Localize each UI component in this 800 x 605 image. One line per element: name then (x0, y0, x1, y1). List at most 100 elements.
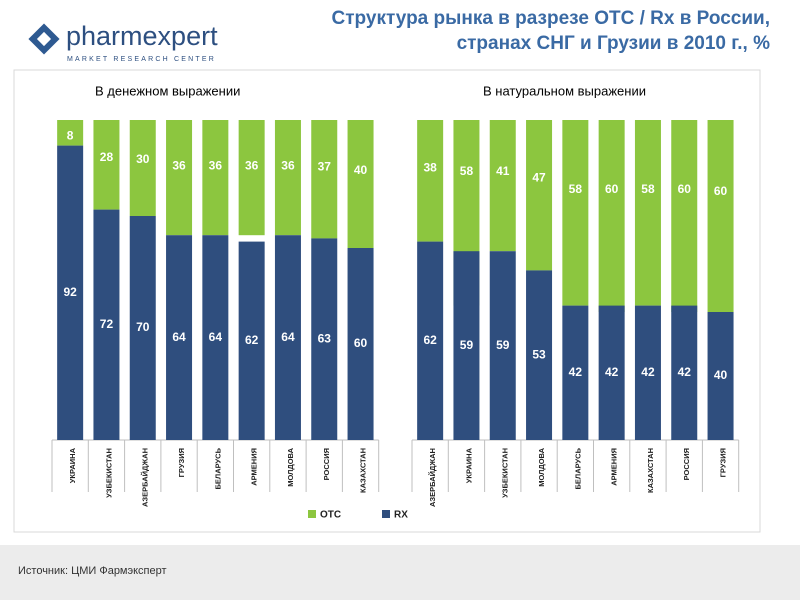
bar-rx (347, 248, 374, 440)
bar-otc (202, 120, 229, 236)
x-tick-label: АРМЕНИЯ (250, 448, 259, 486)
x-tick-label: АЗЕРБАЙДЖАН (141, 448, 150, 507)
data-label: 30 (136, 152, 150, 166)
bar-otc (562, 120, 589, 306)
bar-rx (707, 312, 734, 440)
bar-otc (238, 120, 265, 236)
data-label: 47 (532, 170, 546, 184)
data-label: 63 (318, 331, 332, 345)
bar-rx (671, 305, 698, 440)
chart-frame (13, 69, 761, 533)
bar-rx (238, 241, 265, 440)
data-label: 62 (423, 333, 437, 347)
logo-tagline: MARKET RESEARCH CENTER (67, 56, 216, 63)
x-tick-label: КАЗАХСТАН (646, 448, 655, 493)
x-tick-label: ГРУЗИЯ (719, 448, 728, 477)
bar-otc (166, 120, 193, 236)
bar-rx (93, 209, 120, 440)
plot: 8 92 УКРАИНА 28 72 УЗБЕКИСТАН 30 70 АЗЕРБАЙДЖАН 3… (51, 83, 740, 521)
data-label: 38 (423, 161, 437, 175)
x-tick-label: УКРАИНА (464, 447, 473, 483)
data-label: 62 (245, 333, 259, 347)
bar-rx (598, 305, 625, 440)
x-tick-label: РОССИЯ (322, 448, 331, 480)
data-label: 42 (641, 365, 655, 379)
bar-rx (526, 270, 553, 440)
x-tick-label: АЗЕРБАЙДЖАН (428, 448, 437, 507)
bar-otc (634, 120, 661, 306)
x-tick-label: АРМЕНИЯ (610, 448, 619, 486)
x-tick-label: КАЗАХСТАН (359, 448, 368, 493)
data-label: 60 (354, 336, 368, 350)
data-label: 53 (532, 347, 546, 361)
data-label: 60 (678, 182, 692, 196)
data-label: 59 (496, 338, 510, 352)
data-label: 8 (67, 129, 74, 143)
bar-otc (57, 120, 84, 146)
data-label: 37 (318, 160, 332, 174)
bar-otc (671, 120, 698, 312)
data-label: 92 (63, 285, 77, 299)
chart-title: Структура рынка в разрезе ОТС / Rx в Рос… (332, 8, 770, 29)
bar-rx (202, 235, 229, 440)
data-label: 59 (460, 338, 474, 352)
data-label: 40 (714, 368, 728, 382)
data-label: 42 (569, 365, 583, 379)
bar-rx (166, 235, 193, 440)
data-label: 42 (678, 365, 692, 379)
panel-title: В денежном выражении (95, 83, 240, 98)
data-label: 40 (354, 163, 368, 177)
x-tick-label: РОССИЯ (682, 448, 691, 480)
bar-otc (598, 120, 625, 312)
x-tick-label: ГРУЗИЯ (177, 448, 186, 477)
bar-otc (489, 120, 516, 252)
data-label: 36 (172, 159, 186, 173)
data-label: 41 (496, 164, 510, 178)
bar-rx (489, 251, 516, 440)
x-tick-label: МОЛДОВА (537, 447, 546, 486)
bar-rx (562, 305, 589, 440)
data-label: 58 (641, 182, 655, 196)
data-label: 70 (136, 320, 150, 334)
bar-otc (347, 120, 374, 248)
bar-rx (417, 241, 444, 440)
x-tick-label: БЕЛАРУСЬ (573, 447, 582, 489)
x-tick-label: УКРАИНА (68, 447, 77, 483)
data-label: 58 (569, 182, 583, 196)
legend-label: OTC (320, 510, 341, 521)
data-label: 64 (281, 330, 295, 344)
data-label: 72 (100, 317, 114, 331)
data-label: 60 (714, 184, 728, 198)
legend-swatch (382, 510, 390, 518)
data-label: 64 (172, 330, 186, 344)
data-label: 64 (209, 330, 223, 344)
bar-otc (93, 120, 120, 210)
bar-rx (129, 216, 156, 440)
panel-title: В натуральном выражении (483, 83, 646, 98)
legend-label: RX (394, 510, 408, 521)
chart-title: странах СНГ и Грузии в 2010 г., % (457, 33, 771, 54)
bar-rx (311, 238, 338, 440)
x-tick-label: УЗБЕКИСТАН (501, 448, 510, 498)
data-label: 28 (100, 150, 114, 164)
legend-swatch (308, 510, 316, 518)
data-label: 42 (605, 365, 619, 379)
bar-otc (129, 120, 156, 216)
logo-text: pharmexpert (66, 21, 218, 51)
bar-otc (311, 120, 338, 239)
bar-rx (57, 145, 84, 440)
data-label: 60 (605, 182, 619, 196)
bar-otc (526, 120, 553, 271)
bar-rx (274, 235, 301, 440)
bar-otc (274, 120, 301, 236)
x-tick-label: БЕЛАРУСЬ (213, 447, 222, 489)
data-label: 58 (460, 164, 474, 178)
data-label: 36 (281, 159, 295, 173)
bar-rx (453, 251, 480, 440)
source-note: Источник: ЦМИ Фармэксперт (18, 565, 167, 577)
data-label: 36 (209, 159, 223, 173)
bar-rx (634, 305, 661, 440)
x-tick-label: МОЛДОВА (286, 447, 295, 486)
